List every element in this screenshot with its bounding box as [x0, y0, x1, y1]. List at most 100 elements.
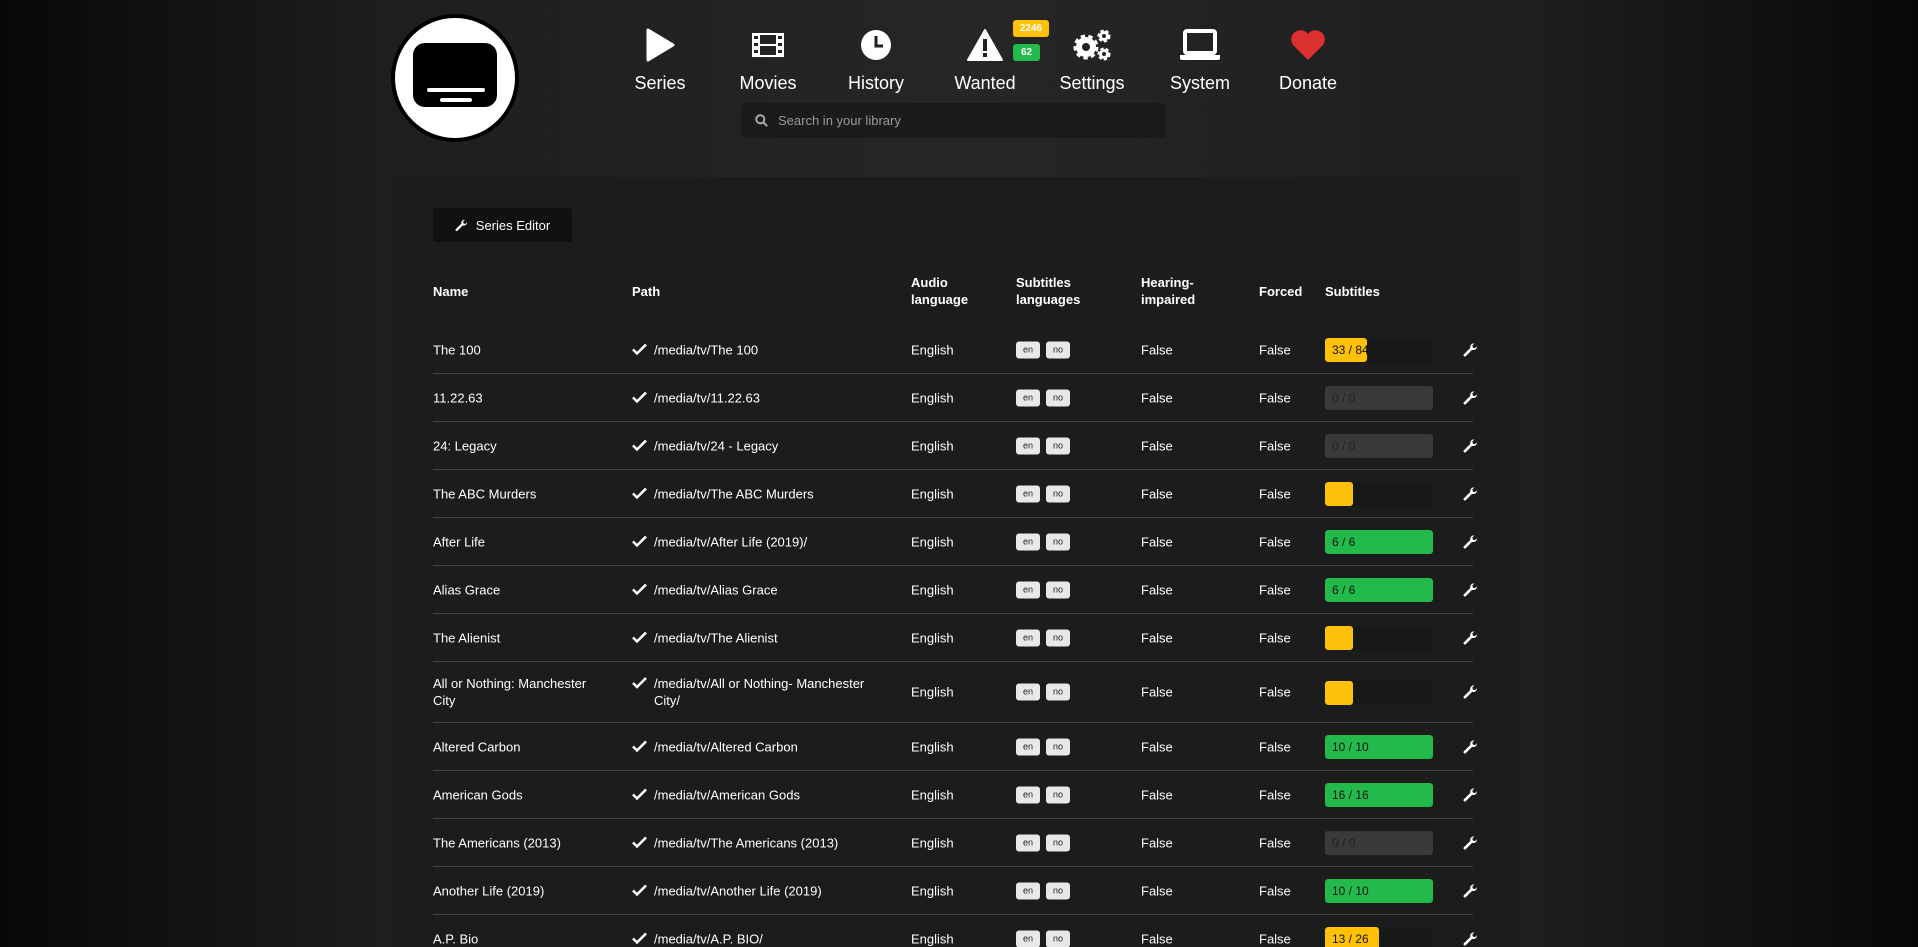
- table-row: The Americans (2013) /media/tv/The Ameri…: [433, 819, 1478, 867]
- search-box[interactable]: [741, 103, 1166, 138]
- audio-language: English: [911, 342, 954, 357]
- series-path: /media/tv/The ABC Murders: [632, 485, 872, 502]
- progress-text: 0 / 0: [1332, 836, 1356, 850]
- progress-fill: [1325, 735, 1433, 759]
- progress-fill: [1325, 783, 1433, 807]
- laptop-icon: [1150, 28, 1250, 62]
- hearing-impaired: False: [1141, 883, 1173, 898]
- subtitles-progress-bar: 6 / 6: [1325, 530, 1433, 554]
- search-input[interactable]: [778, 113, 1158, 128]
- check-icon: [632, 677, 647, 689]
- audio-language: English: [911, 630, 954, 645]
- audio-language: English: [911, 390, 954, 405]
- nav-donate[interactable]: Donate: [1258, 28, 1358, 94]
- series-name[interactable]: The Americans (2013): [433, 835, 561, 850]
- forced: False: [1259, 931, 1291, 946]
- wanted-movies-badge: 62: [1013, 44, 1040, 61]
- subtitle-languages: en no: [1016, 738, 1076, 755]
- check-icon: [632, 932, 647, 944]
- path-text: /media/tv/After Life (2019)/: [654, 534, 808, 549]
- series-path: /media/tv/American Gods: [632, 786, 872, 803]
- series-name[interactable]: The 100: [433, 342, 481, 357]
- subtitle-languages: en no: [1016, 930, 1076, 947]
- header-forced: Forced: [1259, 284, 1303, 299]
- series-editor-label: Series Editor: [475, 217, 551, 233]
- subtitles-progress-bar: 6 / 6: [1325, 578, 1433, 602]
- series-path: /media/tv/The Americans (2013): [632, 834, 872, 851]
- header-path: Path: [632, 284, 661, 299]
- series-name[interactable]: The ABC Murders: [433, 486, 537, 501]
- forced: False: [1259, 486, 1291, 501]
- nav-history[interactable]: History: [826, 28, 926, 94]
- wrench-icon[interactable]: [1463, 438, 1478, 453]
- wrench-icon[interactable]: [1463, 787, 1478, 802]
- nav-label: System: [1169, 73, 1230, 93]
- series-path: /media/tv/A.P. BIO/: [632, 930, 872, 947]
- wrench-icon[interactable]: [1463, 486, 1478, 501]
- subtitles-progress-bar: 0 / 0: [1325, 831, 1433, 855]
- forced: False: [1259, 342, 1291, 357]
- path-text: /media/tv/Altered Carbon: [654, 739, 798, 754]
- nav-wanted[interactable]: Wanted: [935, 28, 1035, 94]
- series-name[interactable]: After Life: [433, 534, 486, 549]
- bazarr-logo[interactable]: [391, 14, 519, 142]
- warning-icon: [935, 28, 1035, 62]
- hearing-impaired: False: [1141, 787, 1173, 802]
- language-badge: en: [1016, 834, 1040, 851]
- audio-language: English: [911, 835, 954, 850]
- nav-series[interactable]: Series: [610, 28, 710, 94]
- series-name[interactable]: Another Life (2019): [433, 883, 545, 898]
- table-row: The ABC Murders /media/tv/The ABC Murder…: [433, 470, 1478, 518]
- series-name[interactable]: 11.22.63: [433, 390, 483, 405]
- table-row: American Gods /media/tv/American Gods En…: [433, 771, 1478, 819]
- wrench-icon[interactable]: [1463, 835, 1478, 850]
- series-name[interactable]: Altered Carbon: [433, 739, 521, 754]
- hearing-impaired: False: [1141, 684, 1173, 700]
- nav-settings[interactable]: Settings: [1042, 28, 1142, 94]
- series-name[interactable]: The Alienist: [433, 630, 501, 645]
- check-icon: [632, 740, 647, 752]
- gears-icon: [1042, 28, 1142, 62]
- forced: False: [1259, 739, 1291, 754]
- wrench-icon[interactable]: [1463, 931, 1478, 946]
- series-name[interactable]: All or Nothing: Manchester City: [433, 676, 587, 708]
- progress-fill: [1325, 626, 1354, 650]
- wrench-icon[interactable]: [1463, 739, 1478, 754]
- series-name[interactable]: American Gods: [433, 787, 523, 802]
- header-name: Name: [433, 284, 469, 299]
- check-icon: [632, 487, 647, 499]
- series-editor-button[interactable]: Series Editor: [433, 208, 572, 242]
- language-badge: en: [1016, 389, 1040, 406]
- subtitle-languages: en no: [1016, 581, 1076, 598]
- series-name[interactable]: 24: Legacy: [433, 438, 497, 453]
- forced: False: [1259, 835, 1291, 850]
- wrench-icon[interactable]: [1463, 534, 1478, 549]
- play-icon: [610, 28, 710, 62]
- subtitles-progress-bar: 13 / 26: [1325, 927, 1433, 947]
- path-text: /media/tv/11.22.63: [654, 390, 760, 405]
- series-name[interactable]: A.P. Bio: [433, 931, 479, 946]
- header-audio: Audio language: [911, 275, 969, 307]
- header-subtitles-languages: Subtitles languages: [1016, 275, 1081, 307]
- check-icon: [632, 343, 647, 355]
- wrench-icon[interactable]: [1463, 630, 1478, 645]
- language-badge: no: [1046, 683, 1070, 701]
- language-badge: en: [1016, 437, 1040, 454]
- wrench-icon[interactable]: [1463, 390, 1478, 405]
- wrench-icon[interactable]: [1463, 685, 1478, 700]
- hearing-impaired: False: [1141, 390, 1173, 405]
- wrench-icon[interactable]: [1463, 582, 1478, 597]
- path-text: /media/tv/Alias Grace: [654, 582, 778, 597]
- wrench-icon[interactable]: [1463, 883, 1478, 898]
- hearing-impaired: False: [1141, 582, 1173, 597]
- wrench-icon[interactable]: [1463, 342, 1478, 357]
- check-icon: [632, 631, 647, 643]
- subtitles-progress-bar: [1325, 626, 1433, 650]
- nav-movies[interactable]: Movies: [718, 28, 818, 94]
- series-name[interactable]: Alias Grace: [433, 582, 501, 597]
- nav-system[interactable]: System: [1150, 28, 1250, 94]
- subtitles-progress-bar: 10 / 10: [1325, 735, 1433, 759]
- language-badge: no: [1046, 786, 1070, 803]
- language-badge: en: [1016, 629, 1040, 646]
- subtitles-progress-bar: [1325, 482, 1433, 506]
